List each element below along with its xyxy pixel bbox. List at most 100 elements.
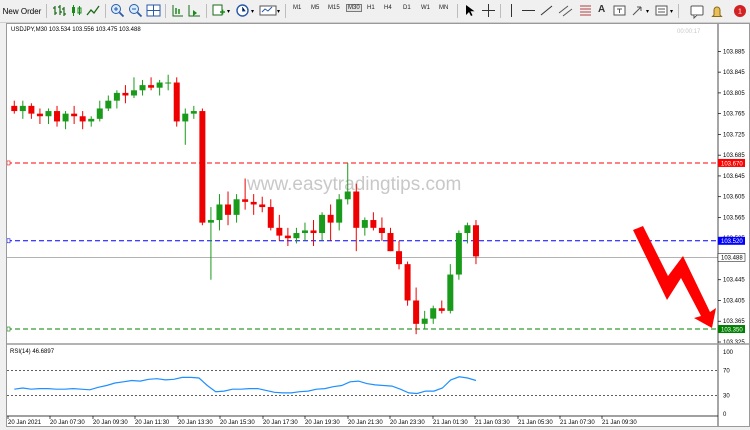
level-lines[interactable] <box>7 160 718 332</box>
bid-price-label: 103.488 <box>721 256 743 262</box>
zoom-out-icon[interactable] <box>128 3 143 18</box>
level-price-tag <box>718 236 745 245</box>
cursor-icon[interactable] <box>462 3 477 18</box>
level-anchor[interactable] <box>7 326 11 332</box>
timeframe-m1[interactable]: M1 <box>293 5 302 11</box>
candle-timer: 00:00:17 <box>677 29 701 35</box>
rsi-tick-label: 0 <box>723 412 727 418</box>
time-tick-label: 21 Jan 05:30 <box>518 420 553 426</box>
candlestick-chart-icon[interactable] <box>69 3 84 18</box>
level-price-label: 103.670 <box>721 161 743 167</box>
rsi-tick-label: 100 <box>723 350 734 356</box>
equidistant-channel-icon[interactable] <box>558 3 573 18</box>
candle-body <box>182 113 189 122</box>
timeframe-w1[interactable]: W1 <box>421 5 430 11</box>
chat-icon[interactable] <box>690 3 704 19</box>
toolbar-separator <box>165 4 166 18</box>
time-tick-label: 20 Jan 23:30 <box>390 420 425 426</box>
level-price-tags: 103.670 103.520 103.350 103.488 <box>717 158 746 333</box>
candle-body <box>344 191 351 200</box>
notification-badge-icon[interactable]: 1 <box>733 3 747 19</box>
timeframe-m5[interactable]: M5 <box>311 5 320 11</box>
trendline-icon[interactable] <box>539 3 554 18</box>
toolbar-separator <box>457 4 458 18</box>
time-tick-label: 21 Jan 01:30 <box>433 420 468 426</box>
vertical-line-icon[interactable] <box>504 3 519 18</box>
price-tick-label: 103.365 <box>723 319 745 325</box>
chevron-down-icon[interactable]: ▾ <box>227 9 231 15</box>
candle-body <box>156 82 163 88</box>
fibonacci-icon[interactable] <box>578 3 593 18</box>
indicators-icon[interactable] <box>211 3 226 18</box>
toolbar: New Order ▾ ▾ ▾ M1 M5 M15 M30 H1 H4 D1 W… <box>0 0 750 23</box>
candle-body <box>216 204 223 221</box>
level-anchor[interactable] <box>7 238 11 244</box>
bar-chart-icon[interactable] <box>52 3 67 18</box>
time-tick-label: 20 Jan 11:30 <box>135 420 170 426</box>
time-tick-label: 20 Jan 2021 <box>8 420 42 426</box>
time-tick-label: 20 Jan 13:30 <box>178 420 213 426</box>
timeframe-mn[interactable]: MN <box>439 5 449 11</box>
price-tick-label: 103.685 <box>723 153 745 159</box>
time-axis: 20 Jan 2021 20 Jan 07:30 20 Jan 09:30 20 Ja… <box>7 415 718 426</box>
toolbar-separator <box>285 4 286 18</box>
price-tick-label: 103.405 <box>723 298 745 304</box>
candle-body <box>139 85 146 91</box>
timeframe-h4[interactable]: H4 <box>384 5 392 11</box>
chevron-down-icon[interactable]: ▾ <box>277 9 281 15</box>
level-price-label: 103.520 <box>721 239 743 245</box>
level-price-tag <box>718 158 745 167</box>
toolbar-separator <box>46 4 47 18</box>
candle-body <box>301 230 308 234</box>
timeframe-h1[interactable]: H1 <box>367 5 375 11</box>
candle-body <box>387 233 394 252</box>
time-tick-label: 21 Jan 09:30 <box>602 420 637 426</box>
level-anchor[interactable] <box>7 160 11 166</box>
chevron-down-icon[interactable]: ▾ <box>251 9 255 15</box>
price-tick-label: 103.645 <box>723 174 745 180</box>
candle-body <box>336 199 343 223</box>
watermark: www.easytradingtips.com <box>246 174 461 195</box>
line-chart-icon[interactable] <box>86 3 101 18</box>
toolbar-separator <box>206 4 207 18</box>
candle-body <box>190 111 197 114</box>
candle-body <box>319 214 326 234</box>
arrows-icon[interactable] <box>630 3 645 18</box>
candle-body <box>88 118 95 122</box>
price-tick-label: 103.605 <box>723 195 745 201</box>
candle-body <box>464 225 471 234</box>
price-chart[interactable]: www.easytradingtips.com 103.885 103.845 10… <box>6 23 750 427</box>
candle-body <box>293 233 300 239</box>
chevron-down-icon[interactable]: ▾ <box>646 9 650 15</box>
chart-canvas[interactable]: www.easytradingtips.com 103.885103.84510… <box>7 24 749 426</box>
price-tick-label: 103.845 <box>723 70 745 76</box>
candle-body <box>105 100 112 109</box>
time-tick-label: 21 Jan 07:30 <box>560 420 595 426</box>
chart-shift-icon[interactable] <box>170 3 185 18</box>
tile-windows-icon[interactable] <box>146 3 161 18</box>
svg-text:1: 1 <box>738 9 742 16</box>
alerts-icon[interactable] <box>710 3 724 19</box>
candle-body <box>284 235 291 239</box>
timeframe-m30[interactable]: M30 <box>346 4 362 12</box>
candle-body <box>130 90 137 96</box>
price-axis: 103.885 103.845 103.805 103.765 103.725 103.6… <box>717 24 745 426</box>
templates-icon[interactable] <box>259 3 277 18</box>
timeframe-m15[interactable]: M15 <box>328 5 340 11</box>
candle-body <box>62 113 69 122</box>
time-tick-label: 20 Jan 19:30 <box>305 420 340 426</box>
periods-clock-icon[interactable] <box>235 3 250 18</box>
horizontal-line-icon[interactable] <box>521 3 536 18</box>
text-icon[interactable]: A <box>598 4 606 15</box>
objects-list-icon[interactable] <box>654 3 669 18</box>
candle-body <box>96 108 103 119</box>
zoom-in-icon[interactable] <box>110 3 125 18</box>
timeframe-d1[interactable]: D1 <box>403 5 411 11</box>
chevron-down-icon[interactable]: ▾ <box>670 9 674 15</box>
candle-body <box>404 264 411 301</box>
crosshair-icon[interactable] <box>481 3 496 18</box>
text-label-icon[interactable] <box>612 3 627 18</box>
candle-body <box>45 111 52 117</box>
new-order-button[interactable]: New Order <box>2 6 42 16</box>
autoscroll-icon[interactable] <box>187 3 202 18</box>
